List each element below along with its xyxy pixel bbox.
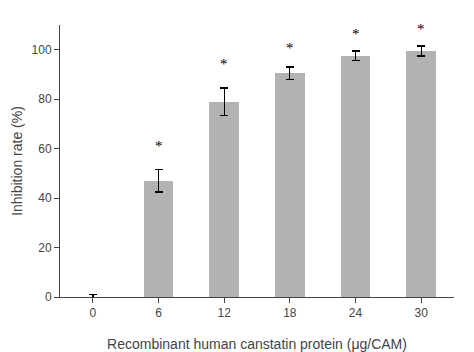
- svg-text:100: 100: [32, 43, 52, 57]
- svg-text:0: 0: [89, 306, 96, 320]
- svg-text:*: *: [352, 26, 360, 42]
- svg-text:6: 6: [155, 306, 162, 320]
- svg-text:Inhibition rate (%): Inhibition rate (%): [9, 106, 25, 216]
- svg-text:40: 40: [38, 191, 52, 205]
- svg-text:30: 30: [414, 306, 428, 320]
- svg-text:0: 0: [45, 290, 52, 304]
- svg-text:*: *: [220, 56, 228, 72]
- svg-text:20: 20: [38, 241, 52, 255]
- svg-text:*: *: [155, 138, 163, 154]
- svg-text:80: 80: [38, 92, 52, 106]
- svg-text:18: 18: [283, 306, 297, 320]
- svg-text:12: 12: [217, 306, 231, 320]
- svg-text:Recombinant human canstatin pr: Recombinant human canstatin protein (μg/…: [107, 336, 407, 352]
- svg-text:60: 60: [38, 142, 52, 156]
- svg-text:*: *: [286, 40, 294, 56]
- svg-text:*: *: [417, 21, 425, 37]
- svg-text:24: 24: [349, 306, 363, 320]
